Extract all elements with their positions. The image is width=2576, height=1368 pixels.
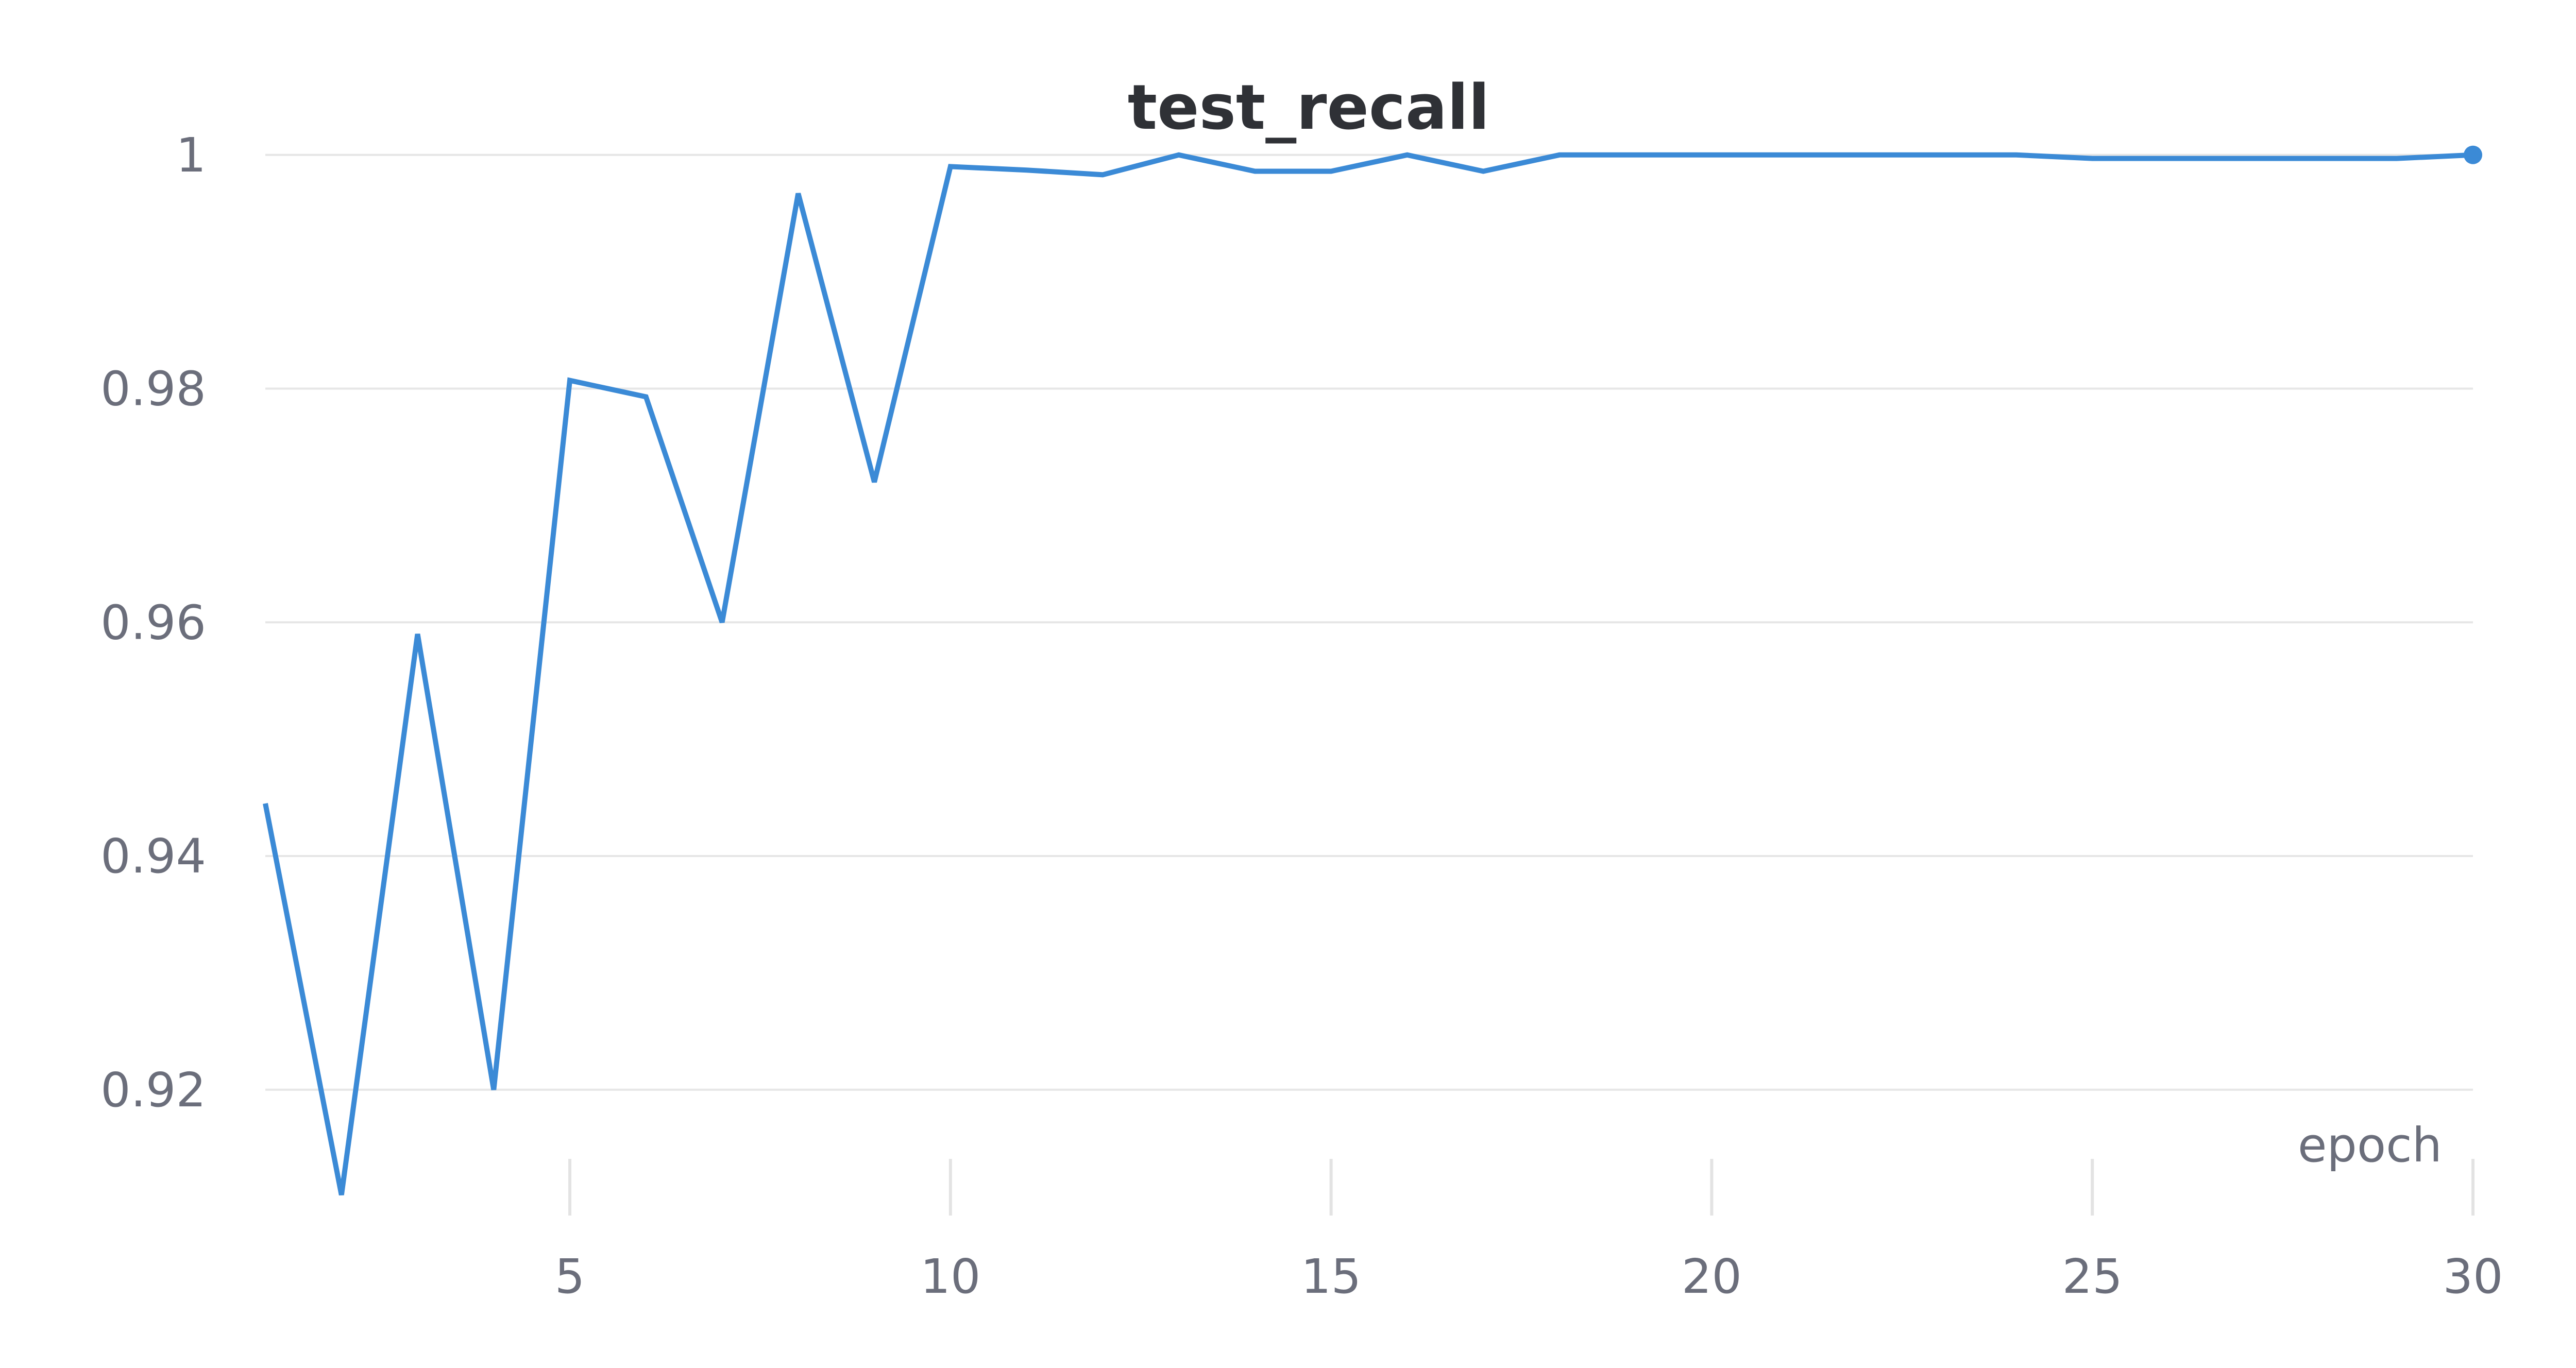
x-tick-label: 5 — [555, 1249, 585, 1304]
series-line — [263, 152, 2473, 1195]
y-axis-ticks: 0.92 0.94 0.96 0.98 1 — [100, 128, 206, 1118]
y-tick-label: 1 — [176, 128, 206, 183]
chart-title: test_recall — [1128, 72, 1489, 144]
x-tick-label: 15 — [1301, 1249, 1361, 1304]
x-axis-label: epoch — [2298, 1118, 2442, 1173]
series-layer — [263, 145, 2482, 1195]
x-tick-label: 20 — [1682, 1249, 1742, 1304]
y-tick-label: 0.92 — [100, 1063, 206, 1118]
y-tick-label: 0.96 — [100, 595, 206, 650]
y-tick-label: 0.98 — [100, 362, 206, 417]
grid-lines — [265, 153, 2473, 1091]
x-axis-ticks: 5 10 15 20 25 30 — [555, 1159, 2503, 1304]
x-tick-label: 10 — [920, 1249, 980, 1304]
last-data-point — [2464, 145, 2482, 164]
x-tick-label: 30 — [2443, 1249, 2503, 1304]
x-tick-label: 25 — [2062, 1249, 2123, 1304]
y-tick-label: 0.94 — [100, 829, 206, 884]
